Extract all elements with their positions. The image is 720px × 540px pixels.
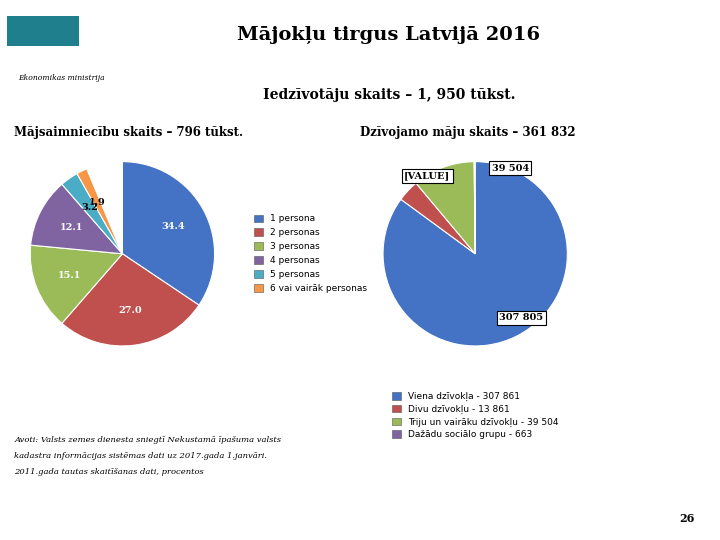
Wedge shape (62, 173, 122, 254)
Text: Mājsaimniecību skaits – 796 tūkst.: Mājsaimniecību skaits – 796 tūkst. (14, 126, 243, 139)
Wedge shape (122, 161, 215, 305)
Text: Mājokļu tirgus Latvijā 2016: Mājokļu tirgus Latvijā 2016 (237, 26, 541, 44)
Wedge shape (416, 161, 475, 254)
Wedge shape (383, 161, 567, 346)
Text: Dzīvojamo māju skaits – 361 832: Dzīvojamo māju skaits – 361 832 (360, 126, 575, 139)
Text: [VALUE]: [VALUE] (404, 171, 451, 180)
Text: 3.2: 3.2 (81, 202, 98, 212)
Text: Ekonomikas ministrija: Ekonomikas ministrija (18, 75, 104, 82)
Text: 307 805: 307 805 (499, 313, 544, 322)
Text: kadastra informācijas sistēmas dati uz 2017.gada 1.janvāri.: kadastra informācijas sistēmas dati uz 2… (14, 453, 267, 460)
Text: 15.1: 15.1 (58, 271, 81, 280)
Text: 26: 26 (680, 513, 695, 524)
Wedge shape (31, 184, 122, 254)
Wedge shape (474, 161, 475, 254)
Wedge shape (401, 183, 475, 254)
Text: 12.1: 12.1 (60, 223, 84, 232)
Wedge shape (87, 161, 122, 254)
Wedge shape (62, 254, 199, 346)
Wedge shape (77, 169, 122, 254)
Legend: Viena dzīvokļa - 307 861, Divu dzīvokļu - 13 861, Triju un vairāku dzīvokļu - 39: Viena dzīvokļa - 307 861, Divu dzīvokļu … (392, 392, 559, 440)
Legend: 1 persona, 2 personas, 3 personas, 4 personas, 5 personas, 6 vai vairāk personas: 1 persona, 2 personas, 3 personas, 4 per… (253, 214, 367, 293)
Text: 39 504: 39 504 (492, 164, 529, 173)
Text: 1.9: 1.9 (89, 198, 106, 207)
Text: Iedzīvotāju skaits – 1, 950 tūkst.: Iedzīvotāju skaits – 1, 950 tūkst. (263, 87, 515, 102)
Text: 27.0: 27.0 (118, 306, 142, 315)
Wedge shape (30, 245, 122, 323)
Text: 34.4: 34.4 (161, 222, 184, 232)
Text: 2011.gada tautas skaitīšanas dati, procentos: 2011.gada tautas skaitīšanas dati, proce… (14, 469, 204, 476)
Text: Avoti: Valsts zemes dienesta sniegtī Nekustamā īpašuma valsts: Avoti: Valsts zemes dienesta sniegtī Nek… (14, 436, 282, 444)
